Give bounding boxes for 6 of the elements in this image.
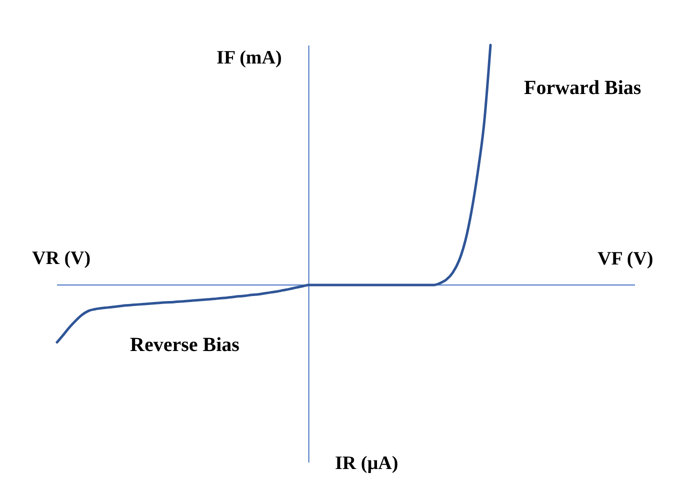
annotation: Forward Bias (524, 77, 642, 99)
text: IR (µA) (335, 453, 398, 474)
annotation: Reverse Bias (130, 334, 240, 356)
y-axis-title: IF (mA) (216, 48, 282, 68)
x-axis-title: VF (V) (598, 248, 654, 270)
annotation: VR (V) (32, 248, 91, 269)
